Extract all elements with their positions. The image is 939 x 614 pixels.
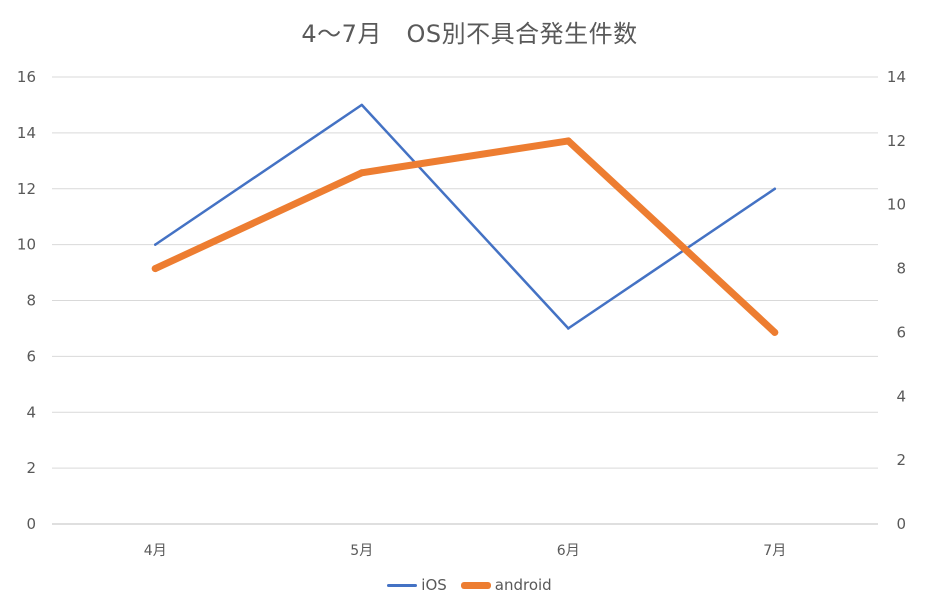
data-point-ios [567, 327, 570, 330]
y2-tick-label: 4 [896, 387, 906, 405]
x-tick-label: 5月 [350, 543, 373, 559]
y-tick-label: 6 [26, 347, 36, 365]
y2-tick-label: 6 [896, 323, 906, 341]
x-tick-label: 6月 [557, 543, 580, 559]
data-point-ios [773, 187, 776, 190]
y-tick-label: 2 [26, 459, 36, 477]
y-tick-label: 10 [17, 236, 36, 254]
x-tick-label: 7月 [763, 543, 786, 559]
y2-tick-label: 8 [896, 260, 906, 278]
legend-item-android: android [460, 576, 552, 594]
data-point-android [771, 328, 779, 336]
y-tick-label: 14 [17, 124, 36, 142]
legend-label-ios: iOS [421, 576, 447, 594]
data-point-android [564, 137, 572, 145]
series-line-android [151, 137, 779, 336]
legend-label-android: android [494, 576, 552, 594]
series-line-ios [154, 103, 777, 330]
y2-tick-label: 0 [896, 515, 906, 533]
y-tick-label: 4 [26, 403, 36, 421]
y-tick-label: 8 [26, 292, 36, 310]
chart-title: 4〜7月 OS別不具合発生件数 [301, 20, 638, 48]
y2-tick-label: 12 [887, 132, 906, 150]
x-tick-label: 4月 [144, 543, 167, 559]
y-tick-label: 12 [17, 180, 36, 198]
y-tick-label: 0 [26, 515, 36, 533]
data-point-android [151, 265, 159, 273]
y2-tick-label: 2 [896, 451, 906, 469]
y2-tick-label: 10 [887, 196, 906, 214]
data-point-ios [154, 243, 157, 246]
legend-swatch-android [460, 581, 491, 589]
legend-item-ios: iOS [387, 576, 447, 594]
legend-swatch-ios [387, 583, 418, 587]
data-point-android [358, 169, 366, 177]
legend: iOS android [0, 576, 939, 594]
y-tick-label: 16 [17, 68, 36, 86]
data-point-ios [360, 103, 363, 107]
y2-tick-label: 14 [887, 68, 906, 86]
